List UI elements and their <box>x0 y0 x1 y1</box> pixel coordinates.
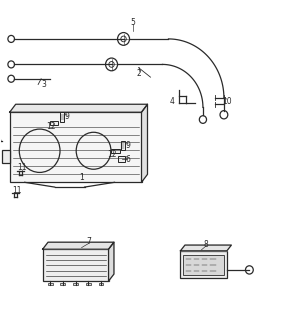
Bar <box>99 283 104 285</box>
Bar <box>118 156 125 162</box>
Polygon shape <box>181 245 231 251</box>
Bar <box>181 251 227 278</box>
Text: 4: 4 <box>170 97 175 106</box>
Bar <box>86 283 91 285</box>
Bar <box>10 112 141 182</box>
Text: 12: 12 <box>107 150 116 159</box>
Text: 12: 12 <box>46 122 55 131</box>
Text: 11: 11 <box>17 164 27 172</box>
Bar <box>73 283 78 285</box>
Bar <box>61 283 65 285</box>
Polygon shape <box>10 104 147 112</box>
Polygon shape <box>141 104 147 182</box>
Polygon shape <box>43 242 114 249</box>
Bar <box>2 150 10 163</box>
Bar <box>60 112 64 122</box>
Bar <box>121 141 125 150</box>
Polygon shape <box>109 242 114 281</box>
Text: 9: 9 <box>65 113 70 122</box>
Text: 8: 8 <box>203 240 208 249</box>
Text: 5: 5 <box>130 19 135 28</box>
Bar <box>111 149 119 153</box>
Bar <box>183 255 224 275</box>
Text: 11: 11 <box>12 186 22 195</box>
Text: 3: 3 <box>42 80 47 89</box>
Text: 1: 1 <box>79 173 84 182</box>
Bar <box>48 283 53 285</box>
Text: 7: 7 <box>87 237 92 246</box>
Text: 6: 6 <box>126 155 130 164</box>
Bar <box>50 122 58 125</box>
Text: 9: 9 <box>126 141 130 150</box>
Bar <box>43 249 109 281</box>
Text: 2: 2 <box>136 68 141 77</box>
Text: 10: 10 <box>222 97 232 106</box>
